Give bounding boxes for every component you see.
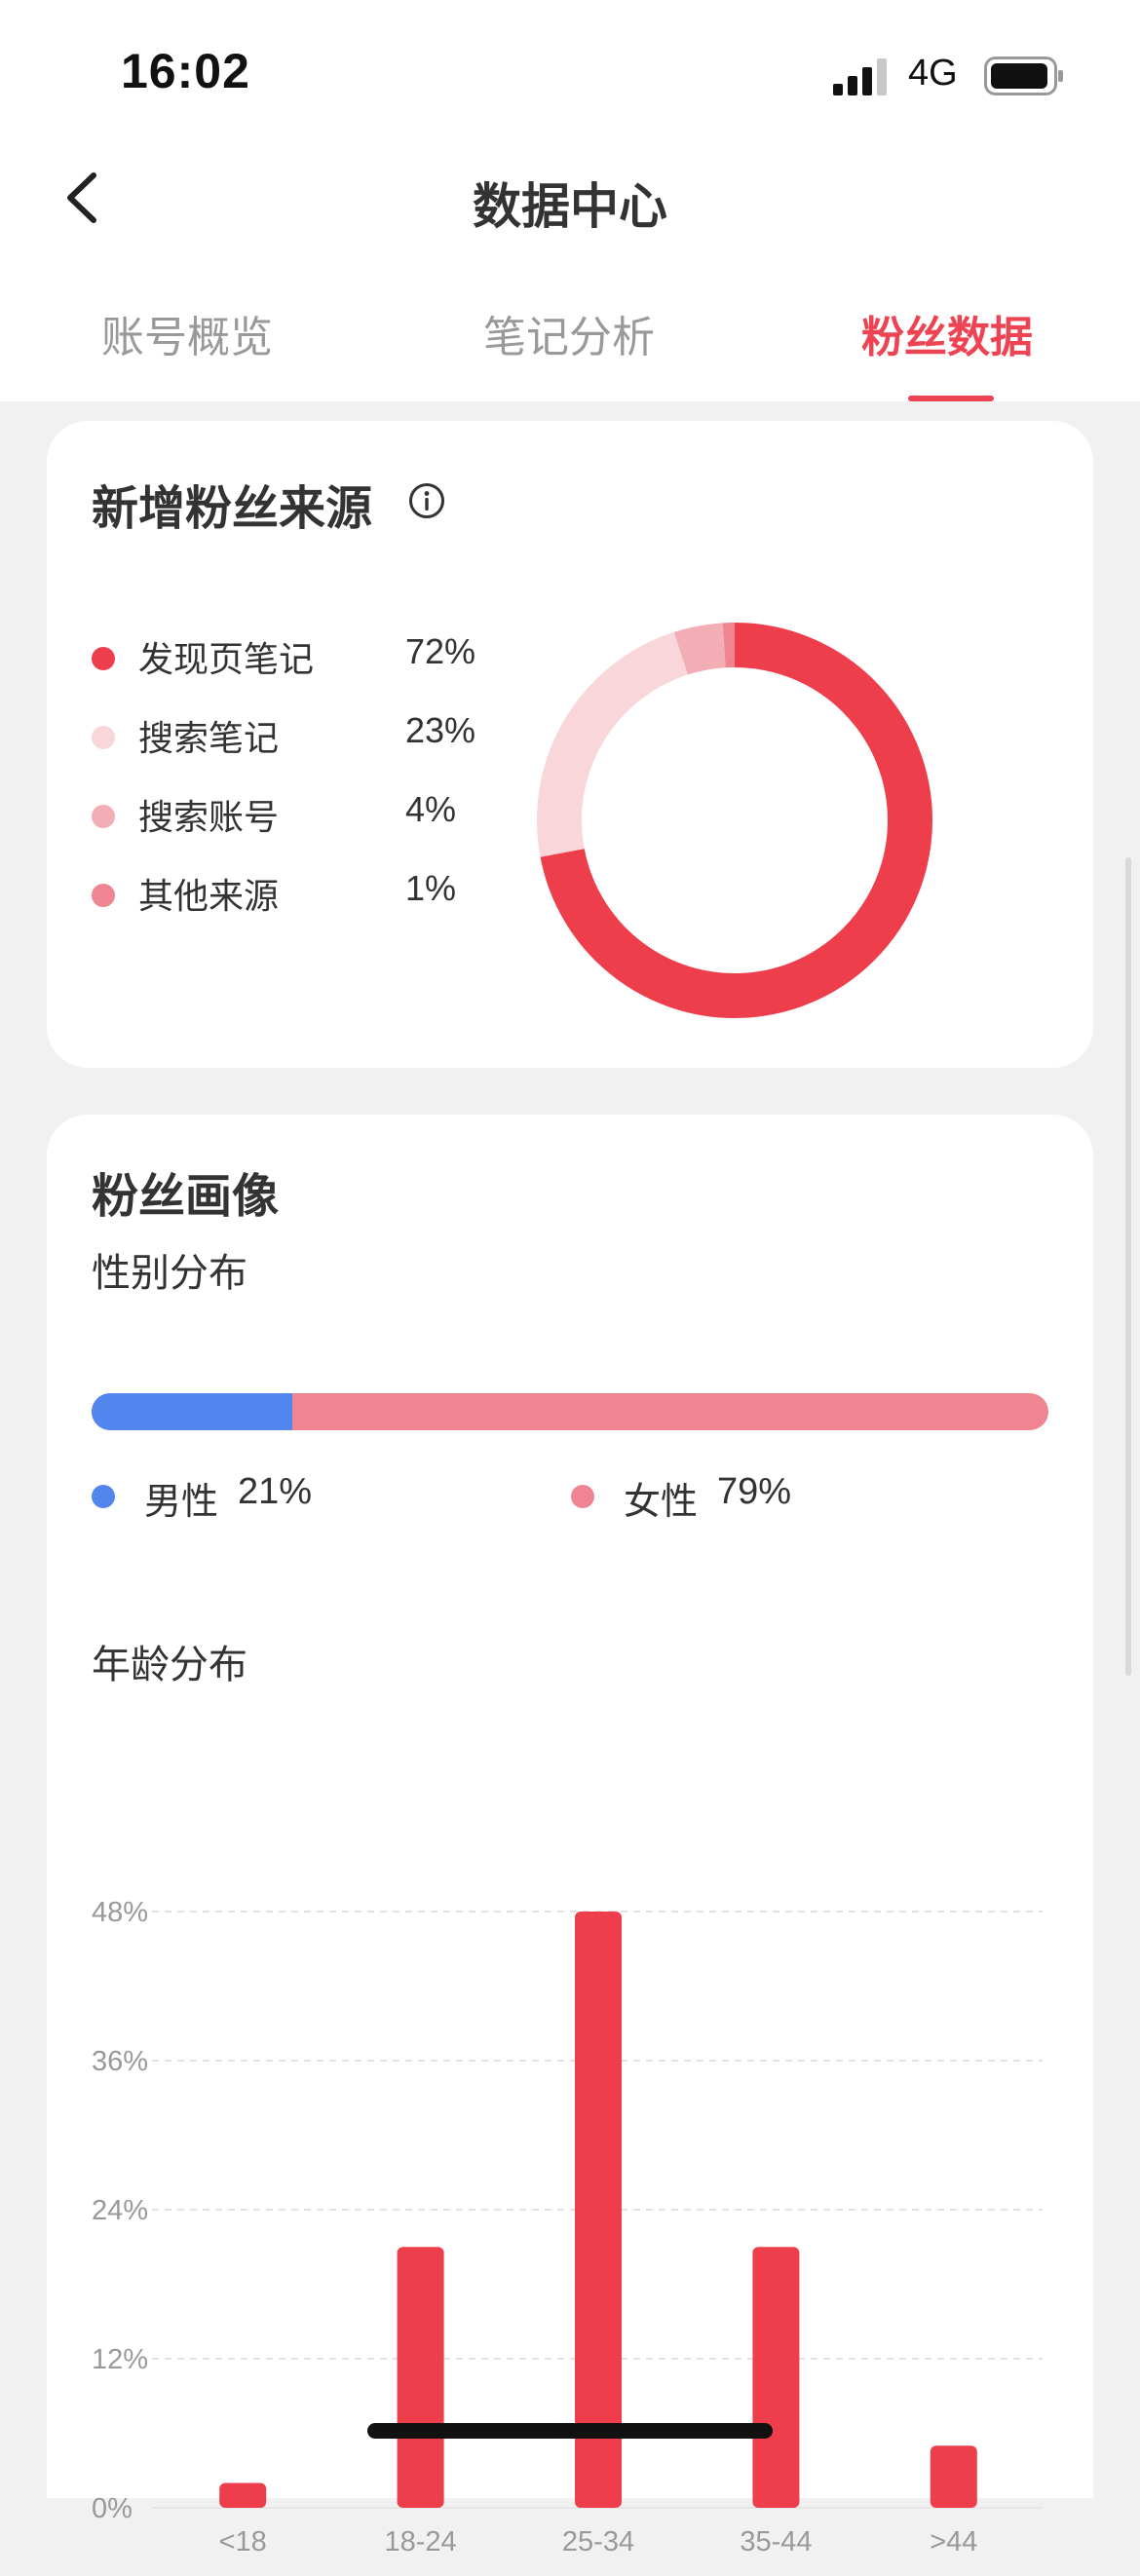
fan-source-title: 新增粉丝来源: [92, 481, 373, 536]
y-tick-label: 48%: [92, 1897, 148, 1928]
gender-label-female: 女性: [624, 1480, 699, 1523]
fan-profile-card: 粉丝画像 性别分布 男性 21% 女性 79% 年龄分布 0% 12% 24% 36%…: [47, 1115, 1093, 2557]
y-tick-label: 24%: [92, 2195, 148, 2226]
age-distribution-title: 年龄分布: [92, 1643, 247, 1687]
x-tick-label: >44: [930, 2526, 977, 2557]
tab-note-analysis[interactable]: 笔记分析: [483, 313, 655, 362]
x-tick-label: 35-44: [740, 2526, 812, 2557]
x-tick-label: <18: [219, 2526, 267, 2557]
legend-label: 其他来源: [138, 877, 280, 917]
navigation-bar: 数据中心: [0, 146, 1140, 273]
page-title: 数据中心: [473, 178, 667, 235]
back-arrow-icon[interactable]: [55, 166, 109, 230]
legend-percent: 1%: [405, 868, 457, 908]
gender-bar-male: [92, 1393, 293, 1430]
legend-label: 搜索笔记: [138, 719, 280, 759]
home-indicator: [367, 2423, 773, 2439]
x-tick-label: 25-34: [562, 2526, 634, 2557]
age-bar: [752, 2247, 800, 2508]
status-bar: 16:02 4G: [0, 0, 1140, 146]
legend-dot: [571, 1485, 594, 1508]
legend-label: 搜索账号: [138, 798, 280, 838]
y-tick-label: 12%: [92, 2344, 148, 2375]
age-bar: [575, 1912, 622, 2508]
age-bar: [930, 2445, 977, 2508]
age-bar: [397, 2247, 444, 2508]
status-time: 16:02: [121, 44, 250, 98]
info-icon[interactable]: [407, 481, 446, 520]
y-tick-label: 0%: [92, 2493, 133, 2524]
battery-icon: [984, 57, 1063, 95]
donut-slice: [537, 623, 932, 1018]
tab-fan-data[interactable]: 粉丝数据: [861, 313, 1033, 362]
scrollbar[interactable]: [1125, 857, 1131, 1676]
gender-distribution-title: 性别分布: [92, 1251, 247, 1296]
legend-percent: 72%: [405, 631, 476, 671]
gender-label-male: 男性: [144, 1480, 219, 1523]
fan-source-card: 新增粉丝来源 发现页笔记 72% 搜索笔记 23% 搜索账号 4% 其他来源 1…: [47, 421, 1093, 1068]
y-tick-label: 36%: [92, 2046, 148, 2077]
legend-dot: [92, 647, 115, 670]
cellular-signal-icon: [833, 58, 887, 95]
age-distribution-bar-chart: 0% 12% 24% 36% 48% <18 18-24 25-34 35-44 >44: [92, 1897, 1043, 2557]
tab-account-overview[interactable]: 账号概览: [101, 313, 273, 362]
fan-profile-title: 粉丝画像: [92, 1169, 280, 1224]
fan-source-donut-chart: [537, 623, 932, 1018]
active-tab-indicator: [908, 396, 994, 401]
donut-slice: [537, 623, 932, 1018]
legend-percent: 4%: [405, 789, 457, 829]
x-tick-label: 18-24: [385, 2526, 457, 2557]
network-type: 4G: [908, 53, 958, 94]
gender-bar: [92, 1393, 1048, 1430]
gender-percent-female: 79%: [717, 1471, 792, 1512]
legend-percent: 23%: [405, 710, 476, 750]
legend-dot: [92, 805, 115, 828]
legend-label: 发现页笔记: [138, 640, 315, 680]
gender-percent-male: 21%: [238, 1471, 313, 1512]
age-bar: [219, 2482, 267, 2508]
legend-dot: [92, 726, 115, 749]
legend-dot: [92, 884, 115, 907]
tab-bar: 账号概览 笔记分析 粉丝数据: [0, 273, 1140, 401]
legend-dot: [92, 1485, 115, 1508]
